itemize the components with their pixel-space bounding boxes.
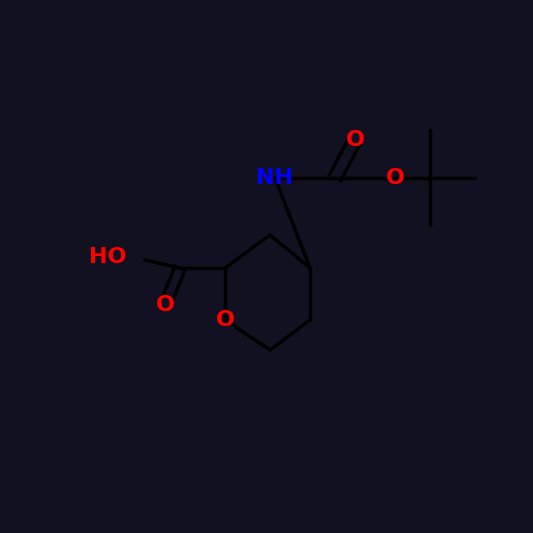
Text: O: O bbox=[156, 295, 174, 315]
Text: O: O bbox=[215, 310, 235, 330]
Text: O: O bbox=[385, 168, 405, 188]
Text: HO: HO bbox=[89, 247, 127, 267]
Text: O: O bbox=[345, 130, 365, 150]
Text: NH: NH bbox=[256, 168, 294, 188]
